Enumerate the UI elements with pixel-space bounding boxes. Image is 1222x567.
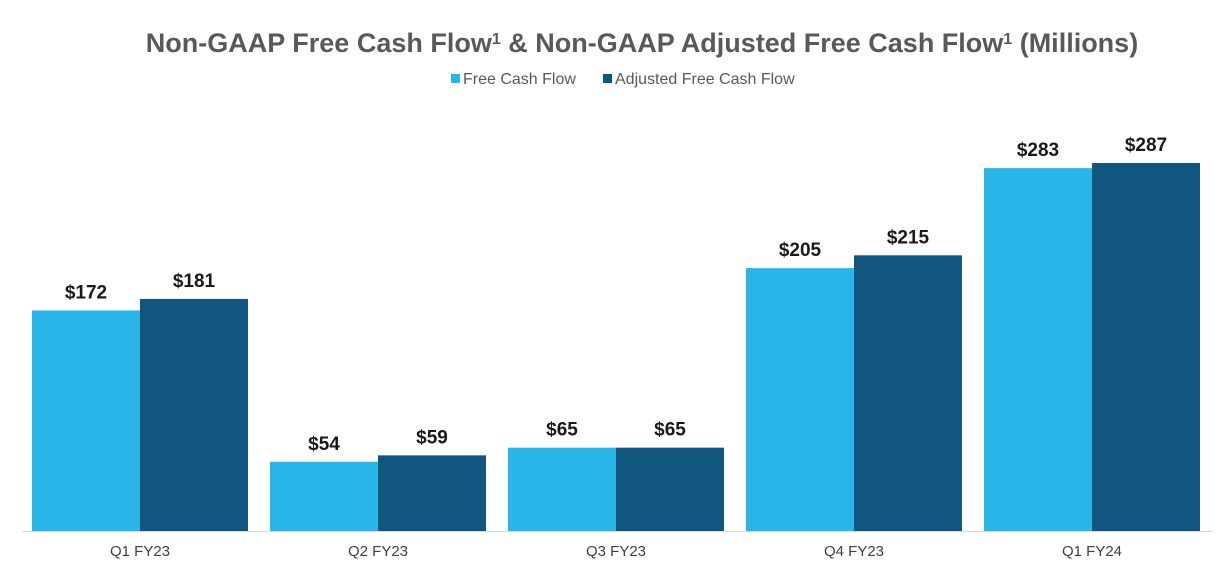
chart-title-part2: & Non-GAAP Adjusted Free Cash Flow <box>501 28 1005 58</box>
x-tick-label-q2-fy23: Q2 FY23 <box>348 543 408 560</box>
bars <box>32 163 1200 532</box>
bar-adjusted-free-cash-flow-q2-fy23 <box>378 455 486 531</box>
chart-title-superscript-2: 1 <box>1003 31 1012 48</box>
chart-title: Non-GAAP Free Cash Flow1 & Non-GAAP Adju… <box>146 28 1138 58</box>
x-tick-label-q3-fy23: Q3 FY23 <box>586 543 646 560</box>
data-label-free-cash-flow-q4-fy23: $205 <box>779 240 822 261</box>
bar-free-cash-flow-q1-fy23 <box>32 310 140 531</box>
data-label-free-cash-flow-q3-fy23: $65 <box>546 420 578 441</box>
data-label-adjusted-free-cash-flow-q1-fy24: $287 <box>1125 135 1167 156</box>
legend-swatch-free-cash-flow <box>451 74 460 83</box>
chart-title-part1: Non-GAAP Free Cash Flow <box>146 28 493 58</box>
legend-label-free-cash-flow: Free Cash Flow <box>463 71 576 88</box>
bar-free-cash-flow-q1-fy24 <box>984 168 1092 532</box>
chart-title-superscript-1: 1 <box>492 31 501 48</box>
bar-free-cash-flow-q4-fy23 <box>746 268 854 531</box>
x-tick-label-q1-fy23: Q1 FY23 <box>110 543 170 560</box>
data-label-adjusted-free-cash-flow-q4-fy23: $215 <box>887 227 930 248</box>
bar-adjusted-free-cash-flow-q1-fy24 <box>1092 163 1200 531</box>
data-label-free-cash-flow-q2-fy23: $54 <box>308 434 340 455</box>
bar-free-cash-flow-q2-fy23 <box>270 461 378 531</box>
bar-adjusted-free-cash-flow-q1-fy23 <box>140 298 248 531</box>
chart-title-part3: (Millions) <box>1012 28 1138 58</box>
x-tick-label-q4-fy23: Q4 FY23 <box>824 543 884 560</box>
data-label-adjusted-free-cash-flow-q2-fy23: $59 <box>416 427 448 448</box>
bar-free-cash-flow-q3-fy23 <box>508 447 616 531</box>
data-label-free-cash-flow-q1-fy24: $283 <box>1017 140 1059 161</box>
x-tick-label-q1-fy24: Q1 FY24 <box>1062 543 1122 560</box>
bar-adjusted-free-cash-flow-q4-fy23 <box>854 255 962 531</box>
legend-label-adjusted-free-cash-flow: Adjusted Free Cash Flow <box>615 71 795 88</box>
bar-adjusted-free-cash-flow-q3-fy23 <box>616 447 724 531</box>
data-label-free-cash-flow-q1-fy23: $172 <box>65 282 107 303</box>
tick-labels: Q1 FY23 Q2 FY23 Q3 FY23 Q4 FY23 Q1 FY24 <box>110 543 1122 560</box>
legend-swatch-adjusted-free-cash-flow <box>603 74 612 83</box>
value-labels: $172 $181 $54 $59 $65 $65 $205 $215 $283 $287 <box>65 135 1167 455</box>
legend: Free Cash Flow Adjusted Free Cash Flow <box>451 71 795 88</box>
data-label-adjusted-free-cash-flow-q1-fy23: $181 <box>173 271 216 292</box>
data-label-adjusted-free-cash-flow-q3-fy23: $65 <box>654 420 686 441</box>
